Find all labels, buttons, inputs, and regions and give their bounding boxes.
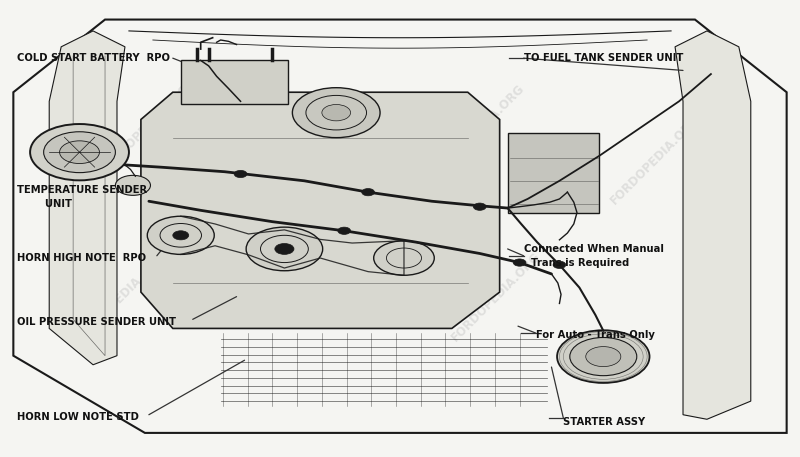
Circle shape [322, 105, 350, 121]
Text: Connected When Manual: Connected When Manual [523, 244, 663, 254]
Circle shape [362, 189, 374, 196]
Circle shape [557, 330, 650, 383]
FancyBboxPatch shape [508, 133, 599, 213]
Text: FORDOPEDIA.ORG: FORDOPEDIA.ORG [608, 113, 702, 207]
Text: Trans is Required: Trans is Required [523, 258, 629, 267]
Text: STARTER ASSY: STARTER ASSY [563, 416, 646, 426]
Text: FORDOPEDIA.ORG: FORDOPEDIA.ORG [98, 81, 192, 176]
Circle shape [586, 346, 621, 367]
Text: For Auto - Trans Only: For Auto - Trans Only [535, 330, 654, 340]
Circle shape [59, 141, 99, 164]
Circle shape [173, 231, 189, 240]
Circle shape [246, 227, 322, 271]
Polygon shape [50, 31, 125, 365]
Text: HORN LOW NOTE STD: HORN LOW NOTE STD [18, 412, 139, 422]
Circle shape [115, 175, 150, 195]
Polygon shape [141, 92, 500, 329]
Text: HORN HIGH NOTE  RPO: HORN HIGH NOTE RPO [18, 253, 146, 263]
Circle shape [147, 216, 214, 255]
Text: COLD START BATTERY  RPO: COLD START BATTERY RPO [18, 53, 170, 63]
Circle shape [275, 244, 294, 255]
Text: FORDOPEDIA.ORG: FORDOPEDIA.ORG [289, 159, 383, 253]
Text: FORDOPEDIA.ORG: FORDOPEDIA.ORG [449, 250, 543, 344]
Circle shape [374, 241, 434, 275]
Text: FORDOPEDIA.ORG: FORDOPEDIA.ORG [433, 81, 527, 176]
Circle shape [474, 203, 486, 210]
Circle shape [553, 261, 566, 268]
Text: TEMPERATURE SENDER: TEMPERATURE SENDER [18, 185, 147, 195]
Circle shape [514, 259, 526, 266]
Text: OIL PRESSURE SENDER UNIT: OIL PRESSURE SENDER UNIT [18, 317, 176, 327]
Text: UNIT: UNIT [18, 198, 72, 208]
Circle shape [234, 170, 247, 178]
Circle shape [292, 88, 380, 138]
Circle shape [570, 338, 637, 376]
FancyBboxPatch shape [181, 60, 288, 104]
Text: TO FUEL TANK SENDER UNIT: TO FUEL TANK SENDER UNIT [523, 53, 683, 63]
Polygon shape [675, 31, 750, 419]
Text: FORDOPEDIA.ORG: FORDOPEDIA.ORG [74, 250, 168, 344]
Circle shape [44, 132, 115, 173]
Circle shape [338, 227, 350, 234]
Circle shape [30, 124, 129, 181]
